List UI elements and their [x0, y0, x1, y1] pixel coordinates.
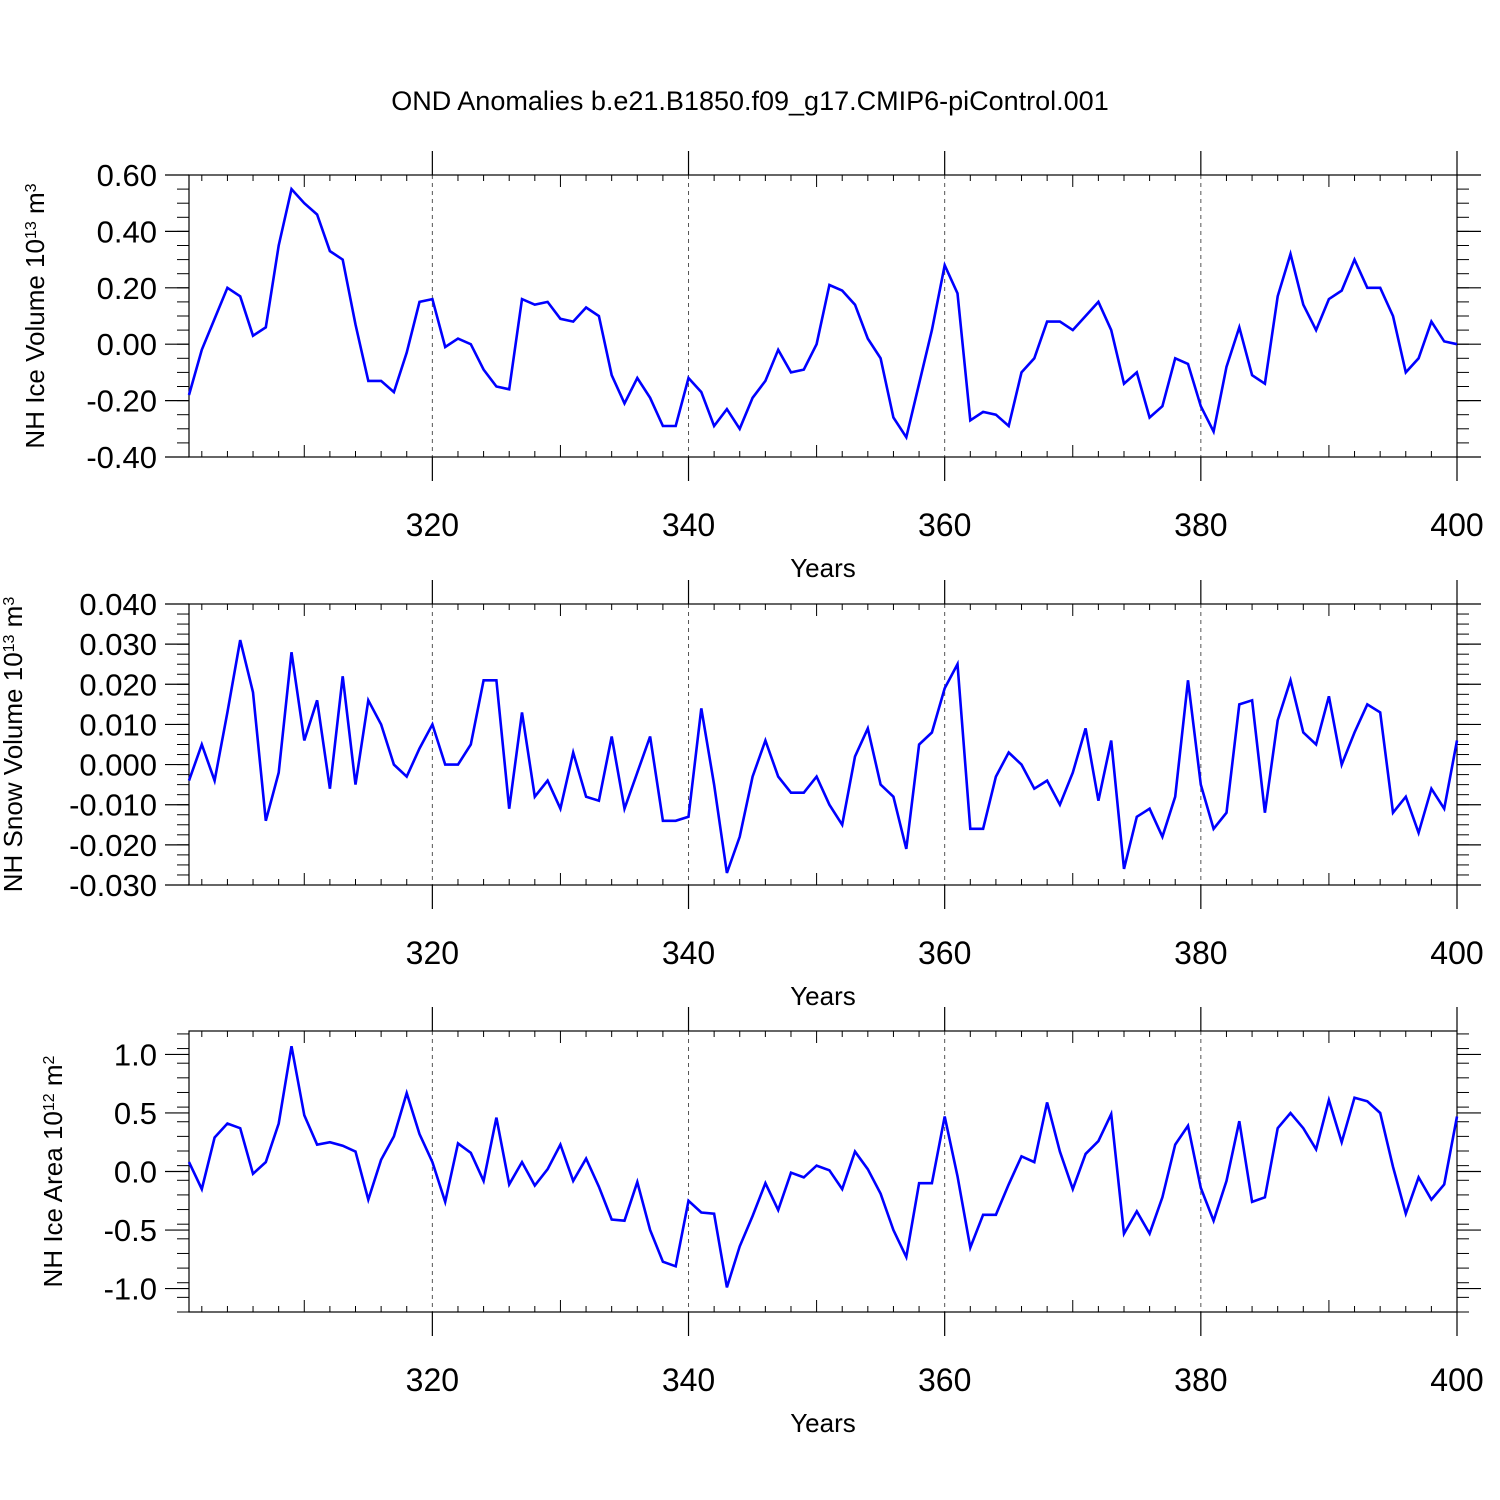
panel-2-x-tick-label: 360	[918, 935, 971, 971]
panel-2-plot-frame	[188, 603, 1458, 886]
panel-3-series-line	[187, 1045, 1459, 1288]
panel-1-x-tick-label: 400	[1430, 507, 1483, 543]
panel-2-x-tick-label: 320	[406, 935, 459, 971]
panel-2-y-tick-label: 0.020	[79, 667, 157, 702]
panel-2-y-tick-label: -0.010	[69, 788, 157, 823]
panel-2-x-axis-label: Years	[790, 981, 856, 1011]
panel-3-y-tick-label: 1.0	[114, 1037, 157, 1072]
figure-title: OND Anomalies b.e21.B1850.f09_g17.CMIP6-…	[391, 86, 1109, 116]
panel-1-y-tick-label: 0.20	[97, 271, 157, 306]
panel-1-plot-frame	[188, 174, 1458, 458]
panel-3-y-axis-label: NH Ice Area 1012 m2	[38, 1055, 68, 1287]
panel-3-y-tick-label: 0.5	[114, 1096, 157, 1131]
panel-2-y-tick-label: 0.000	[79, 748, 157, 783]
panel-3-x-tick-label: 380	[1174, 1362, 1227, 1398]
panel-1-y-tick-label: 0.60	[97, 158, 157, 193]
panel-3-plot-frame	[188, 1030, 1458, 1313]
panel-3-x-axis-label: Years	[790, 1408, 856, 1438]
panel-1-x-tick-label: 320	[406, 507, 459, 543]
panel-2-y-axis-label: NH Snow Volume 1013 m3	[0, 597, 28, 893]
panel-3-x-tick-label: 340	[662, 1362, 715, 1398]
panel-3-x-tick-label: 360	[918, 1362, 971, 1398]
panel-1-x-tick-label: 360	[918, 507, 971, 543]
panel-2-series-line	[187, 639, 1459, 874]
panel-3-y-tick-label: 0.0	[114, 1155, 157, 1190]
panel-1-x-tick-label: 380	[1174, 507, 1227, 543]
panel-2-y-tick-label: -0.030	[69, 868, 157, 903]
panel-3-y-tick-label: -0.5	[104, 1213, 157, 1248]
panel-3-x-tick-label: 320	[406, 1362, 459, 1398]
panel-1-y-axis-label: NH Ice Volume 1013 m3	[20, 183, 50, 448]
panel-2-x-tick-label: 380	[1174, 935, 1227, 971]
panel-1-x-tick-label: 340	[662, 507, 715, 543]
panel-1-y-tick-label: 0.00	[97, 327, 157, 362]
panel-1-series-line	[187, 186, 1458, 441]
panel-2-y-tick-label: 0.040	[79, 587, 157, 622]
panel-3-y-tick-label: -1.0	[104, 1272, 157, 1307]
panel-2-x-tick-label: 340	[662, 935, 715, 971]
panel-2-x-tick-label: 400	[1430, 935, 1483, 971]
panel-2-y-tick-label: 0.010	[79, 707, 157, 742]
panel-2-y-tick-label: -0.020	[69, 828, 157, 863]
panel-3-x-tick-label: 400	[1430, 1362, 1483, 1398]
panel-1-y-tick-label: 0.40	[97, 214, 157, 249]
panel-2-y-tick-label: 0.030	[79, 627, 157, 662]
panel-1-y-tick-label: -0.40	[86, 440, 157, 475]
panel-1-x-axis-label: Years	[790, 553, 856, 583]
panel-1-y-tick-label: -0.20	[86, 384, 157, 419]
